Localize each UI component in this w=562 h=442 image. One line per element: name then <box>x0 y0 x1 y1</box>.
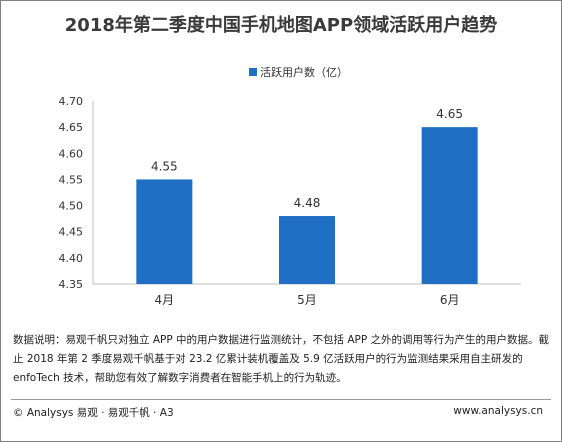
bar-chart: 活跃用户数（亿） 4.35 4.40 4.45 4.50 4.55 4.60 4.65 4.7… <box>59 65 521 307</box>
bar <box>136 179 193 284</box>
x-tick-label: 5月 <box>297 293 317 307</box>
y-tick-label: 4.65 <box>59 121 84 134</box>
x-ticks: 4月 5月 6月 <box>155 293 460 307</box>
y-ticks: 4.35 4.40 4.45 4.50 4.55 4.60 4.65 4.70 <box>59 95 84 291</box>
bar <box>279 216 335 284</box>
y-tick-label: 4.70 <box>59 95 84 108</box>
y-tick-label: 4.40 <box>59 252 84 265</box>
x-tick-label: 4月 <box>155 293 175 307</box>
bar-value-label: 4.55 <box>151 159 178 173</box>
bar-value-label: 4.48 <box>294 196 321 210</box>
y-tick-label: 4.60 <box>59 147 84 160</box>
footer-copyright: © Analysys 易观 · 易观千帆 · A3 <box>13 407 174 419</box>
y-tick-label: 4.45 <box>59 226 84 239</box>
y-tick-label: 4.55 <box>59 173 84 186</box>
x-tick-label: 6月 <box>440 293 460 307</box>
legend-label: 活跃用户数（亿） <box>260 65 348 79</box>
y-tick-label: 4.35 <box>59 278 84 291</box>
footer-divider <box>11 399 551 400</box>
legend-swatch <box>249 68 257 76</box>
bars: 4.55 4.48 4.65 <box>136 107 478 285</box>
y-tick-label: 4.50 <box>59 200 84 213</box>
footer-website: www.analysys.cn <box>453 405 543 417</box>
data-note: 数据说明：易观千帆只对独立 APP 中的用户数据进行监测统计，不包括 APP 之… <box>13 334 550 384</box>
bar-value-label: 4.65 <box>436 107 463 121</box>
chart-title: 2018年第二季度中国手机地图APP领域活跃用户趋势 <box>64 15 498 36</box>
bar <box>421 127 478 285</box>
